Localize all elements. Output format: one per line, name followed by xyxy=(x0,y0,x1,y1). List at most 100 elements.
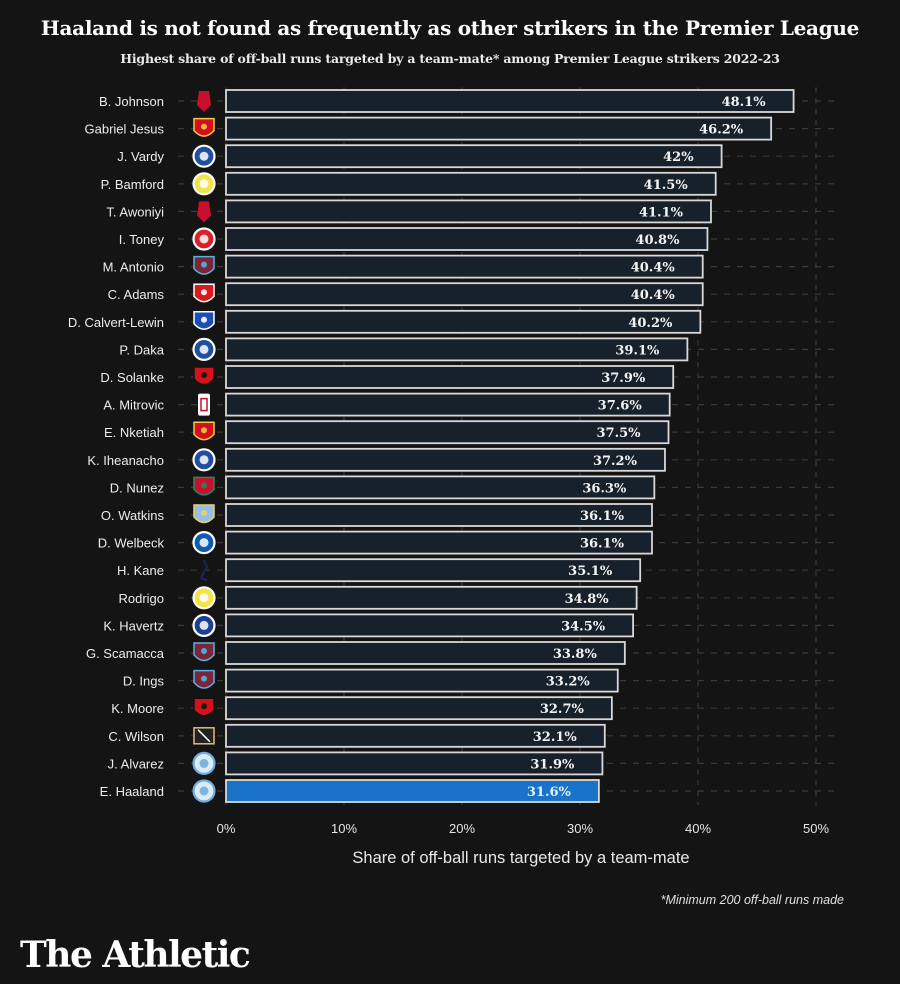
bar-value-label: 40.8% xyxy=(635,233,680,248)
bar-value-label: 31.9% xyxy=(530,757,575,772)
bar xyxy=(225,227,709,251)
bar-value-label: 37.6% xyxy=(598,399,643,414)
bar-row: J. Vardy 42% xyxy=(117,144,840,169)
player-name-label: D. Solanke xyxy=(100,370,164,385)
club-crest-icon-man-city xyxy=(192,779,216,803)
bar xyxy=(225,420,670,445)
x-axis-label: Share of off-ball runs targeted by a tea… xyxy=(352,849,690,867)
bar-row: A. Mitrovic 37.6% xyxy=(103,392,840,417)
bar-row: G. Scamacca 33.8% xyxy=(86,641,840,665)
club-crest-icon-west-ham xyxy=(193,255,215,275)
player-name-label: D. Nunez xyxy=(110,480,164,495)
player-name-label: P. Bamford xyxy=(101,177,164,192)
player-name-label: O. Watkins xyxy=(101,508,165,523)
bar xyxy=(225,392,671,417)
club-crest-icon-newcastle xyxy=(193,727,215,745)
bar-value-label: 35.1% xyxy=(568,564,613,579)
footnote: *Minimum 200 off-ball runs made xyxy=(660,893,844,907)
bar-chart: B. Johnson 48.1% Gabriel Jesus 46.2% J. Vard… xyxy=(68,87,840,836)
bar-row: P. Daka 39.1% xyxy=(119,337,840,362)
bar xyxy=(225,89,795,113)
player-name-label: Gabriel Jesus xyxy=(85,122,165,137)
player-name-label: D. Ings xyxy=(123,674,165,689)
club-crest-icon-aston-villa xyxy=(193,504,215,524)
bar-value-label: 42% xyxy=(663,150,694,165)
bar-value-label: 33.8% xyxy=(553,647,598,662)
chart-subtitle: Highest share of off-ball runs targeted … xyxy=(120,51,780,66)
bar-value-label: 41.5% xyxy=(644,178,689,193)
club-crest-icon-man-city xyxy=(192,751,216,776)
club-crest-icon-tottenham xyxy=(199,559,209,582)
bar-value-label: 32.1% xyxy=(533,730,578,745)
bar-row: K. Moore 32.7% xyxy=(111,696,840,721)
bar-value-label: 37.9% xyxy=(601,371,646,386)
player-name-label: H. Kane xyxy=(117,563,164,578)
x-tick-label: 20% xyxy=(449,821,475,836)
bar xyxy=(225,475,656,500)
player-name-label: K. Havertz xyxy=(103,618,164,633)
player-name-label: P. Daka xyxy=(119,342,164,357)
bar-value-label: 31.6% xyxy=(527,785,572,800)
player-name-label: G. Scamacca xyxy=(86,646,165,661)
brand-logo: The Athletic xyxy=(20,934,251,976)
club-crest-icon-liverpool xyxy=(193,476,215,496)
bar-value-label: 41.1% xyxy=(639,205,684,220)
club-crest-icon-arsenal xyxy=(193,117,215,137)
bar xyxy=(225,723,606,748)
player-name-label: B. Johnson xyxy=(99,94,164,109)
bar-row: C. Adams 40.4% xyxy=(108,282,840,307)
chart-title: Haaland is not found as frequently as ot… xyxy=(40,16,860,40)
player-name-label: I. Toney xyxy=(119,232,165,247)
club-crest-icon-fulham xyxy=(198,393,210,416)
bar-row: D. Solanke 37.9% xyxy=(100,365,840,389)
bar xyxy=(225,199,712,224)
bar-value-label: 40.4% xyxy=(631,261,676,276)
bar-value-label: 48.1% xyxy=(722,95,767,110)
bar-value-label: 33.2% xyxy=(546,675,591,690)
club-crest-icon-chelsea xyxy=(192,613,216,638)
club-crest-icon-leicester xyxy=(192,144,216,168)
player-name-label: D. Welbeck xyxy=(98,536,165,551)
x-tick-label: 30% xyxy=(567,821,593,836)
bar-row: K. Havertz 34.5% xyxy=(103,613,840,638)
bar-row: K. Iheanacho 37.2% xyxy=(87,447,840,472)
bar-row: O. Watkins 36.1% xyxy=(101,503,840,527)
bar-value-label: 46.2% xyxy=(699,123,744,138)
bar-value-label: 39.1% xyxy=(615,343,660,358)
club-crest-icon-leeds xyxy=(192,172,216,196)
club-crest-icon-leeds xyxy=(192,586,216,610)
bar xyxy=(225,171,717,196)
bar-row: P. Bamford 41.5% xyxy=(101,171,840,196)
bar-row: M. Antonio 40.4% xyxy=(103,254,840,279)
bar-value-label: 36.1% xyxy=(580,537,625,552)
bar xyxy=(225,696,613,721)
bar-row: E. Nketiah 37.5% xyxy=(104,420,840,445)
club-crest-icon-bournemouth xyxy=(193,697,215,717)
bar-value-label: 37.5% xyxy=(596,426,641,441)
bar xyxy=(225,751,604,776)
bar xyxy=(225,585,638,610)
bar xyxy=(225,282,704,307)
bar xyxy=(225,447,666,472)
club-crest-icon-west-ham xyxy=(193,642,215,662)
player-name-label: C. Adams xyxy=(108,287,165,302)
bar-value-label: 36.1% xyxy=(580,509,625,524)
bar-row: J. Alvarez 31.9% xyxy=(108,751,840,776)
club-crest-icon-brighton xyxy=(192,530,216,555)
x-tick-label: 10% xyxy=(331,821,357,836)
club-crest-icon-bournemouth xyxy=(193,366,215,386)
player-name-label: E. Haaland xyxy=(100,784,164,799)
bar-row: E. Haaland 31.6% xyxy=(100,779,840,803)
bar-row: D. Calvert-Lewin 40.2% xyxy=(68,309,840,334)
x-tick-label: 40% xyxy=(685,821,711,836)
bar xyxy=(225,116,773,141)
club-crest-icon-everton xyxy=(193,311,215,331)
bar-row: Rodrigo 34.8% xyxy=(118,585,840,610)
bar-row: B. Johnson 48.1% xyxy=(99,89,840,113)
player-name-label: E. Nketiah xyxy=(104,425,164,440)
bar xyxy=(225,365,675,389)
x-axis-ticks: 0% 10% 20% 30% 40% 50% xyxy=(217,821,830,836)
bar xyxy=(225,254,704,279)
bar-row: Gabriel Jesus 46.2% xyxy=(85,116,840,141)
bar xyxy=(225,144,723,169)
